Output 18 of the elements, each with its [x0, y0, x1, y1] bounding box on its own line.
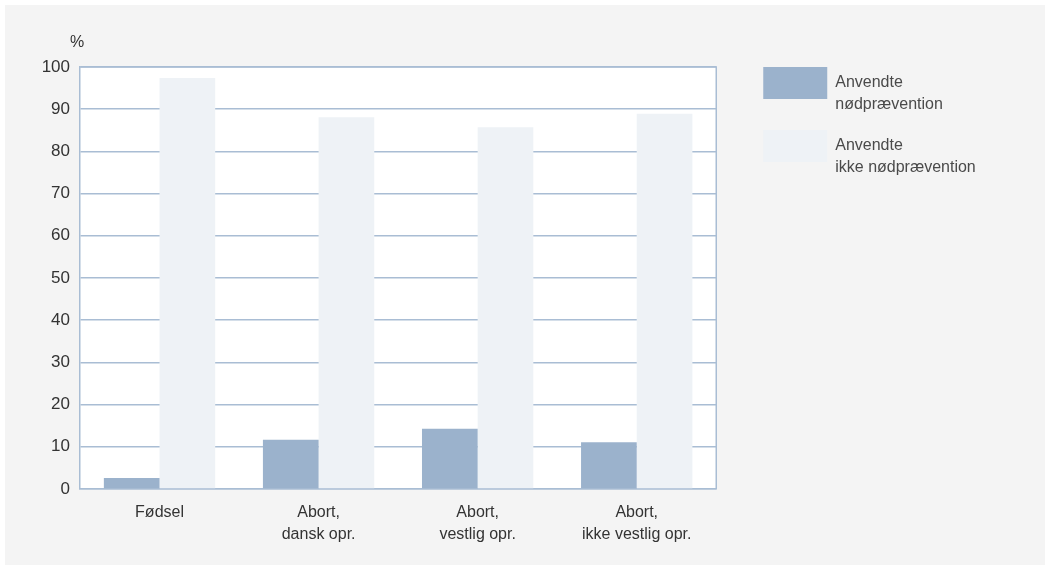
x-tick-label: Abort, vestlig opr. [439, 502, 516, 543]
y-tick-label: 70 [51, 183, 70, 203]
y-tick-label: 40 [51, 309, 70, 329]
y-tick-label: 10 [51, 436, 70, 456]
x-tick-label: Fødsel [135, 502, 184, 520]
legend-label: Anvendte ikke nødprævention [835, 136, 976, 176]
y-tick-label: 80 [51, 141, 70, 161]
y-tick-label: 20 [51, 394, 70, 414]
y-tick-label: 50 [51, 267, 70, 287]
y-tick-label: 90 [51, 98, 70, 118]
y-tick-label: 60 [51, 225, 70, 245]
y-tick-label: 30 [51, 352, 70, 372]
x-tick-label: Abort, ikke vestlig opr. [582, 502, 692, 543]
y-tick-label: 100 [41, 56, 70, 76]
x-tick-label: Abort, dansk opr. [281, 502, 356, 543]
legend-label: Anvendte nødprævention [835, 73, 943, 113]
y-axis-title: % [69, 33, 85, 51]
y-tick-label: 0 [60, 478, 70, 498]
